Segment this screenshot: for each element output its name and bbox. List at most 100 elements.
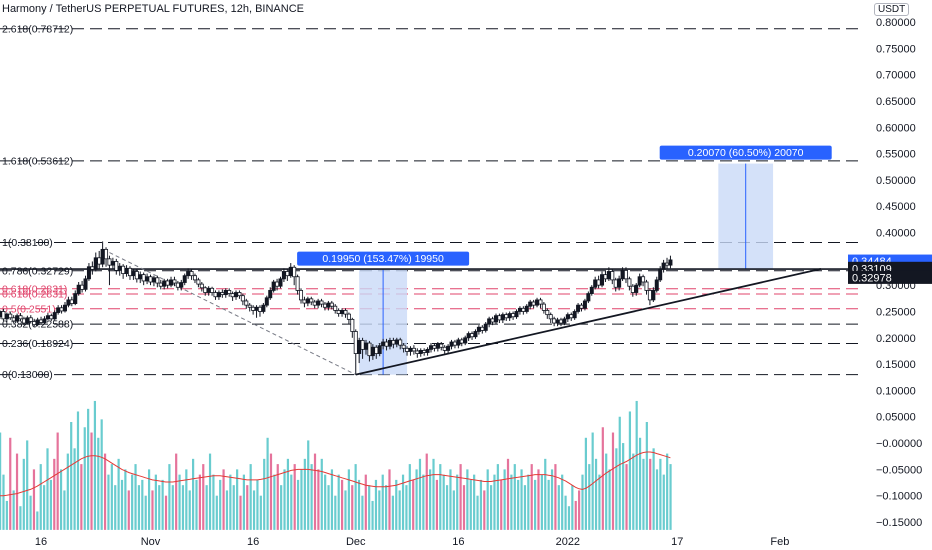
candle-body: [552, 318, 557, 324]
volume-bar: [489, 485, 493, 530]
volume-bar: [357, 479, 361, 530]
support-trendline: [355, 267, 822, 376]
volume-bar: [554, 464, 557, 530]
candle-body: [39, 319, 44, 323]
fib-level-label: 0.786(0.32729): [2, 265, 73, 277]
volume-bar: [588, 464, 591, 530]
candle-body: [25, 317, 30, 324]
volume-bar: [171, 485, 174, 530]
candle-body: [483, 323, 488, 331]
volume-bar: [374, 479, 378, 530]
volume-bar: [584, 437, 587, 530]
volume-bar: [479, 479, 483, 530]
fib-retracement[interactable]: 2.618(0.78712) 1.618(0.53612) 1(0.38100) 0.…: [0, 23, 858, 381]
candle-body: [62, 304, 67, 312]
volume-bar: [2, 474, 5, 530]
price-tag-box: [848, 270, 932, 284]
volume-bar: [381, 474, 384, 530]
candle-body: [216, 292, 221, 298]
candle-body: [319, 300, 324, 305]
y-tick-label: 0.10000: [876, 385, 916, 397]
candle-body: [442, 346, 447, 351]
y-tick-label: 0.50000: [876, 175, 916, 187]
volume-bar: [29, 495, 32, 530]
candle-body: [500, 314, 505, 321]
volume-bar: [401, 474, 405, 530]
candle-body: [162, 280, 167, 287]
fib-level-label: 1(0.38100): [2, 237, 53, 249]
candle-body: [73, 293, 78, 304]
y-tick-label: 0.60000: [876, 122, 916, 134]
y-axis[interactable]: 0.80000 0.75000 0.70000 0.65000 0.60000 0.550…: [876, 17, 922, 529]
volume-bar: [385, 485, 388, 530]
volume-bar: [429, 469, 432, 530]
volume-bar: [439, 464, 442, 530]
candle-body: [322, 303, 327, 308]
volume-bar: [280, 485, 283, 530]
candle-body: [586, 293, 591, 302]
volume-bar: [466, 469, 469, 530]
candle-body: [145, 276, 150, 282]
volume-bar: [388, 469, 391, 530]
candle-body: [237, 292, 242, 297]
volume-bar: [76, 411, 80, 530]
candle-body: [459, 339, 464, 344]
candle-body: [28, 317, 33, 322]
candle-body: [110, 261, 115, 266]
candle-body: [374, 346, 379, 354]
candle-body: [548, 314, 553, 320]
volume-bar: [90, 432, 93, 530]
volume-bar: [364, 474, 367, 530]
y-tick-label: 0.40000: [876, 228, 916, 240]
candle-body: [107, 258, 112, 266]
volume-bar: [242, 474, 245, 530]
candle-body: [538, 299, 543, 305]
candle-body: [432, 345, 437, 349]
candle-body: [651, 290, 656, 301]
candle-body: [124, 267, 129, 274]
candle-body: [251, 306, 256, 311]
volume-bar: [510, 474, 513, 530]
candle-body: [384, 341, 389, 347]
volume-bar: [412, 479, 415, 530]
y-tick-label: 0.75000: [876, 43, 916, 55]
candle-body: [613, 279, 618, 288]
currency-badge[interactable]: USDT: [874, 3, 910, 16]
volume-bar: [161, 479, 164, 530]
volume-bar: [513, 464, 516, 530]
volume-bar: [59, 469, 63, 530]
fib-level-label: 0.618(0.2831): [2, 289, 67, 301]
volume-bar: [622, 443, 625, 530]
volume-bar: [9, 437, 12, 530]
volume-bar: [618, 416, 621, 530]
volume-bar: [574, 500, 577, 530]
price-tag-label: 0.32978: [852, 272, 892, 284]
candle-body: [117, 265, 122, 271]
candle-body: [528, 301, 533, 307]
candle-body: [206, 287, 211, 293]
volume-bar: [63, 490, 66, 530]
volume-bar: [110, 464, 113, 530]
volume-bar: [415, 469, 418, 530]
volume-bar: [141, 479, 144, 530]
volume-bar: [202, 464, 205, 530]
candle-body: [278, 278, 283, 287]
measure-tools[interactable]: 0.19950 (153.47%) 19950 0.20070 (60.50%) …: [297, 145, 832, 375]
volume-bar: [290, 474, 293, 530]
volume-bar: [22, 458, 25, 530]
candle-body: [377, 345, 382, 354]
volume-bar: [131, 474, 134, 530]
volume-bar: [5, 500, 8, 530]
candle-body: [151, 277, 156, 283]
x-axis[interactable]: 16 Nov 16 Dec 16 2022 17 Feb: [35, 536, 789, 548]
candle-body: [179, 282, 184, 288]
measure-label: 0.19950 (153.47%) 19950: [322, 253, 444, 265]
volume-bar: [432, 458, 435, 530]
candle-body: [0, 311, 3, 318]
volume-bar: [117, 458, 120, 530]
volume-bar: [307, 440, 310, 530]
volume-bar: [425, 453, 428, 530]
trend-lines[interactable]: [0, 252, 862, 376]
candle-body: [8, 313, 13, 319]
